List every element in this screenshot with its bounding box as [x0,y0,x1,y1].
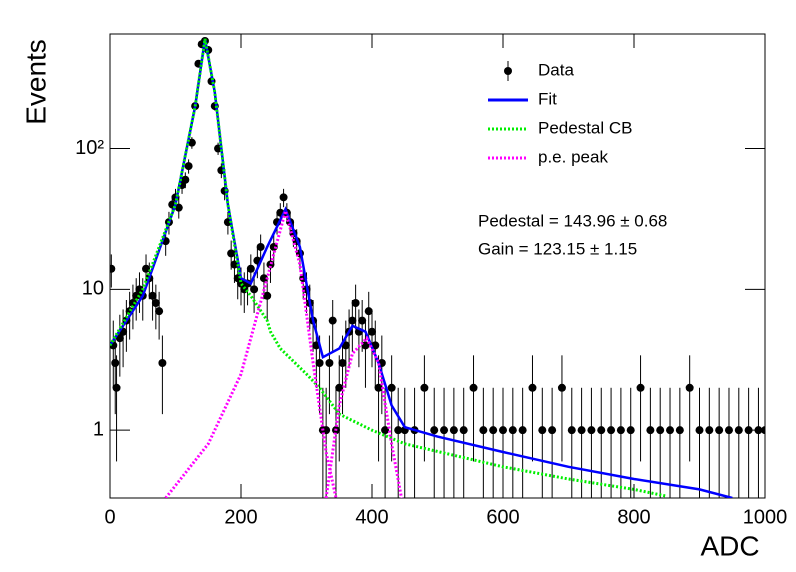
data-point [557,383,566,392]
data-point [449,426,458,435]
data-point [587,426,596,435]
data-point [675,426,684,435]
data-point [315,358,324,367]
data-point [174,203,183,212]
data-point [338,358,347,367]
plot-area [110,36,765,498]
data-point [269,242,278,251]
data-point [227,249,236,258]
data-point [374,383,383,392]
data-point [666,426,675,435]
fit-curve [110,38,668,498]
data-point [335,383,344,392]
data-point [685,383,694,392]
data-point [368,327,376,336]
data-point [440,426,449,435]
data-point [341,341,350,350]
data-point [469,383,478,392]
data-point [656,426,665,435]
data-point [279,193,288,202]
data-point [358,316,367,325]
y-tick-label: 10 [82,278,104,300]
data-point [607,426,616,435]
legend-label: Fit [538,89,557,108]
fit-curve [164,205,338,498]
x-tick-label: 600 [486,506,519,528]
data-point [110,264,116,273]
data-point [538,426,547,435]
data-point [734,426,743,435]
data-point [111,358,120,367]
data-point [142,264,151,273]
data-point [430,426,439,435]
data-point [246,264,255,273]
legend-label: p.e. peak [538,147,608,166]
data-point [148,291,157,300]
x-tick-label: 400 [355,506,388,528]
data-point [155,307,164,316]
x-tick-label: 200 [224,506,257,528]
fit-curve [110,38,733,498]
data-point [715,426,724,435]
data-point [695,426,704,435]
data-point [499,426,507,435]
data-point [616,426,625,435]
data-point [518,426,527,435]
legend-label: Data [538,60,574,79]
data-point [328,316,337,325]
annotation: Pedestal = 143.96 ± 0.68 [478,211,667,230]
x-axis-label: ADC [700,530,759,561]
data-point [115,334,124,343]
data-point [364,307,373,316]
data-point [112,383,121,392]
x-tick-label: 1000 [743,506,788,528]
data-point [158,358,167,367]
data-point [132,291,141,300]
data-point [256,242,265,251]
data-point [548,426,557,435]
data-point [646,426,655,435]
y-axis-label: Events [20,39,51,125]
data-point [636,383,645,392]
data-point [577,426,586,435]
data-point [184,162,193,171]
data-point [348,316,357,325]
data-point [705,426,714,435]
data-point [259,274,268,283]
legend-marker [504,67,512,75]
y-tick-label: 10² [75,137,104,159]
data-point [479,426,488,435]
data-point [459,426,468,435]
data-point [181,175,190,184]
data-point [724,426,733,435]
data-point [325,358,334,367]
data-point [187,138,196,147]
data-point [508,426,517,435]
data-point [420,383,429,392]
y-tick-label: 1 [93,418,104,440]
data-point [597,426,606,435]
data-point [387,383,396,392]
data-point [528,383,537,392]
data-point [381,426,390,435]
data-point [263,291,272,300]
data-point [489,426,498,435]
fit-curve [324,335,403,498]
data-point [151,298,160,307]
data-point [135,285,144,294]
x-tick-label: 0 [104,506,115,528]
x-tick-label: 800 [617,506,650,528]
data-point [567,426,576,435]
data-point [351,298,360,307]
data-point [394,426,403,435]
data-point [626,426,635,435]
data-point [128,298,137,307]
data-point [230,260,239,269]
legend-label: Pedestal CB [538,118,633,137]
data-point [322,426,331,435]
data-point [250,285,259,294]
data-point [237,279,245,288]
annotation: Gain = 123.15 ± 1.15 [478,239,637,258]
